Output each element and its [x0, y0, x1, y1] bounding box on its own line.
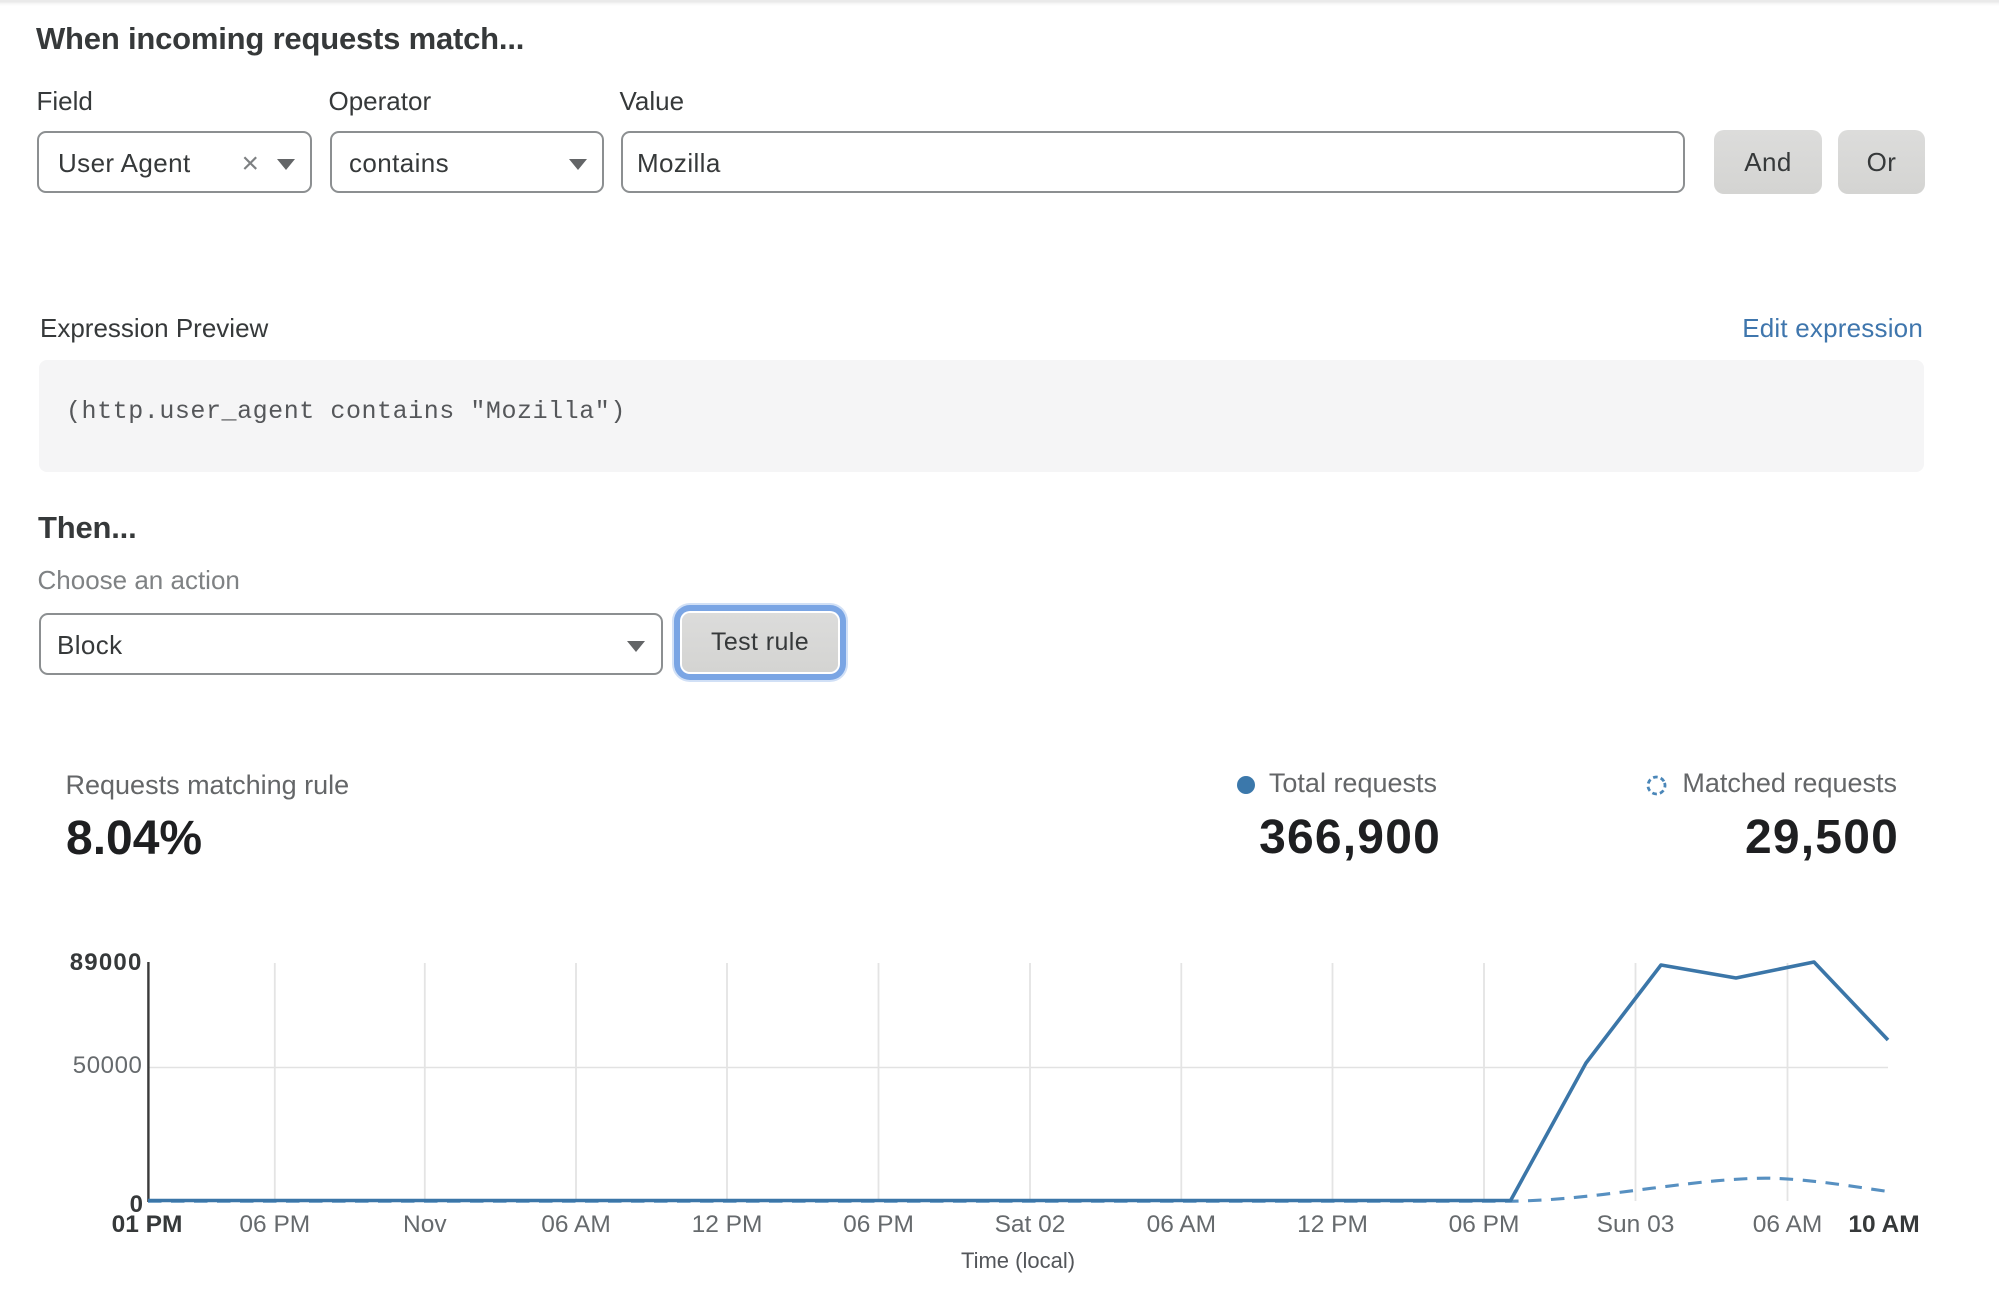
svg-text:06 AM: 06 AM — [541, 1211, 610, 1238]
svg-text:06 PM: 06 PM — [843, 1211, 914, 1238]
svg-text:06 AM: 06 AM — [1753, 1211, 1822, 1238]
svg-text:Sat 02: Sat 02 — [995, 1211, 1066, 1238]
svg-text:12 PM: 12 PM — [1297, 1211, 1368, 1238]
svg-text:89000: 89000 — [70, 949, 143, 976]
svg-text:10 AM: 10 AM — [1848, 1211, 1919, 1238]
svg-text:01 PM: 01 PM — [112, 1211, 183, 1238]
svg-text:Nov: Nov — [403, 1211, 447, 1238]
svg-text:12 PM: 12 PM — [692, 1211, 763, 1238]
svg-text:06 PM: 06 PM — [1449, 1211, 1520, 1238]
svg-text:06 PM: 06 PM — [239, 1211, 310, 1238]
svg-text:Sun 03: Sun 03 — [1597, 1211, 1675, 1238]
svg-text:Time (local): Time (local) — [961, 1248, 1075, 1273]
svg-text:50000: 50000 — [73, 1052, 143, 1079]
svg-text:0: 0 — [130, 1191, 143, 1218]
svg-text:06 AM: 06 AM — [1147, 1211, 1216, 1238]
